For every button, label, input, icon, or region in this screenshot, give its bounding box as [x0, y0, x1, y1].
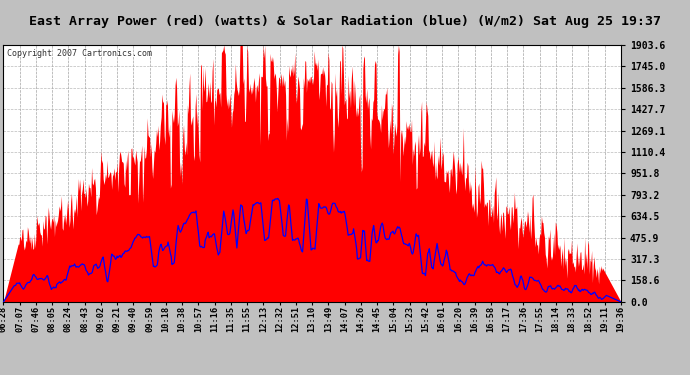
Text: Copyright 2007 Cartronics.com: Copyright 2007 Cartronics.com [6, 49, 152, 58]
Text: East Array Power (red) (watts) & Solar Radiation (blue) (W/m2) Sat Aug 25 19:37: East Array Power (red) (watts) & Solar R… [29, 15, 661, 28]
